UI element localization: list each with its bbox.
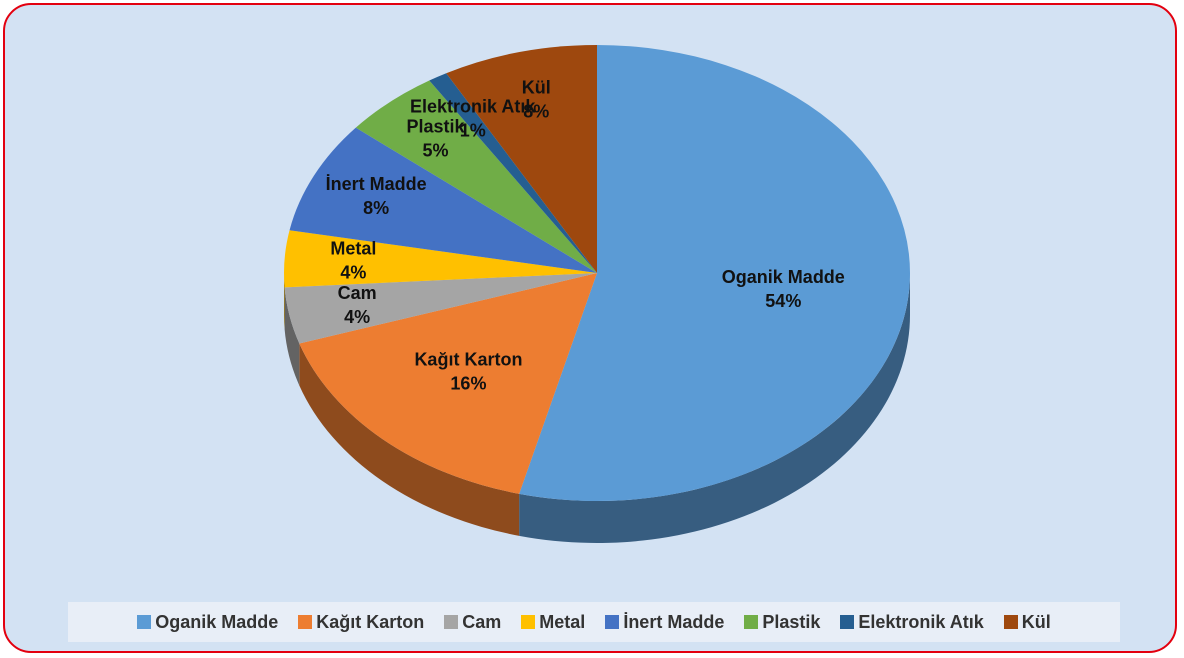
slice	[429, 73, 597, 273]
legend-swatch	[840, 615, 855, 629]
legend-label: Cam	[462, 611, 502, 632]
legend-label: Elektronik Atık	[858, 611, 984, 632]
data-label-name: Oganik Madde	[722, 267, 845, 287]
legend-item: Plastik	[744, 612, 820, 633]
legend-label: Kağıt Karton	[316, 611, 425, 632]
data-label-value: 16%	[450, 373, 486, 393]
data-label-name: Cam	[338, 283, 377, 303]
slice	[289, 127, 597, 273]
slice-side	[284, 287, 300, 386]
legend-swatch	[605, 615, 620, 629]
data-label-value: 54%	[765, 291, 801, 311]
legend: Oganik Madde Kağıt Karton Cam Metal İnert Ma…	[68, 602, 1120, 642]
slice-side	[519, 273, 910, 543]
data-label-name: Plastik	[407, 116, 466, 136]
data-label-value: 8%	[363, 198, 389, 218]
legend-label: Metal	[539, 611, 586, 632]
legend-item: Metal	[521, 612, 585, 633]
slice	[519, 45, 910, 501]
legend-label: Plastik	[762, 611, 821, 632]
chart-frame: Oganik Madde 54% Kağıt Karton 16% Cam 4% Metal…	[3, 3, 1177, 653]
data-label-name: Metal	[330, 239, 376, 259]
legend-item: Oganik Madde	[137, 612, 278, 633]
legend-swatch	[744, 615, 759, 629]
data-label-value: 1%	[460, 121, 486, 141]
data-label-name: Kül	[522, 77, 551, 97]
legend-swatch	[137, 615, 152, 629]
legend-label: Oganik Madde	[155, 611, 279, 632]
data-label-value: 4%	[344, 307, 370, 327]
data-label-name: Kağıt Karton	[414, 349, 522, 369]
data-label-name: İnert Madde	[326, 174, 427, 194]
legend-label: İnert Madde	[623, 611, 725, 632]
slice	[446, 45, 597, 273]
legend-item: Cam	[444, 612, 501, 633]
legend-label: Kül	[1021, 611, 1051, 632]
slice	[284, 273, 597, 344]
legend-swatch	[444, 615, 459, 629]
slice	[284, 230, 597, 288]
data-label-value: 4%	[340, 263, 366, 283]
legend-item: Kağıt Karton	[298, 612, 424, 633]
slice-side	[299, 343, 520, 536]
data-label-value: 8%	[523, 101, 549, 121]
legend-swatch	[298, 615, 313, 629]
data-label-value: 5%	[423, 140, 449, 160]
slice	[355, 80, 597, 274]
slice	[299, 273, 597, 494]
legend-item: İnert Madde	[605, 612, 724, 633]
slice-side	[284, 273, 285, 330]
legend-swatch	[521, 615, 536, 629]
data-label-name: Elektronik Atık	[410, 97, 536, 117]
legend-swatch	[1003, 615, 1018, 629]
legend-item: Kül	[1003, 611, 1051, 633]
legend-item: Elektronik Atık	[840, 611, 984, 633]
